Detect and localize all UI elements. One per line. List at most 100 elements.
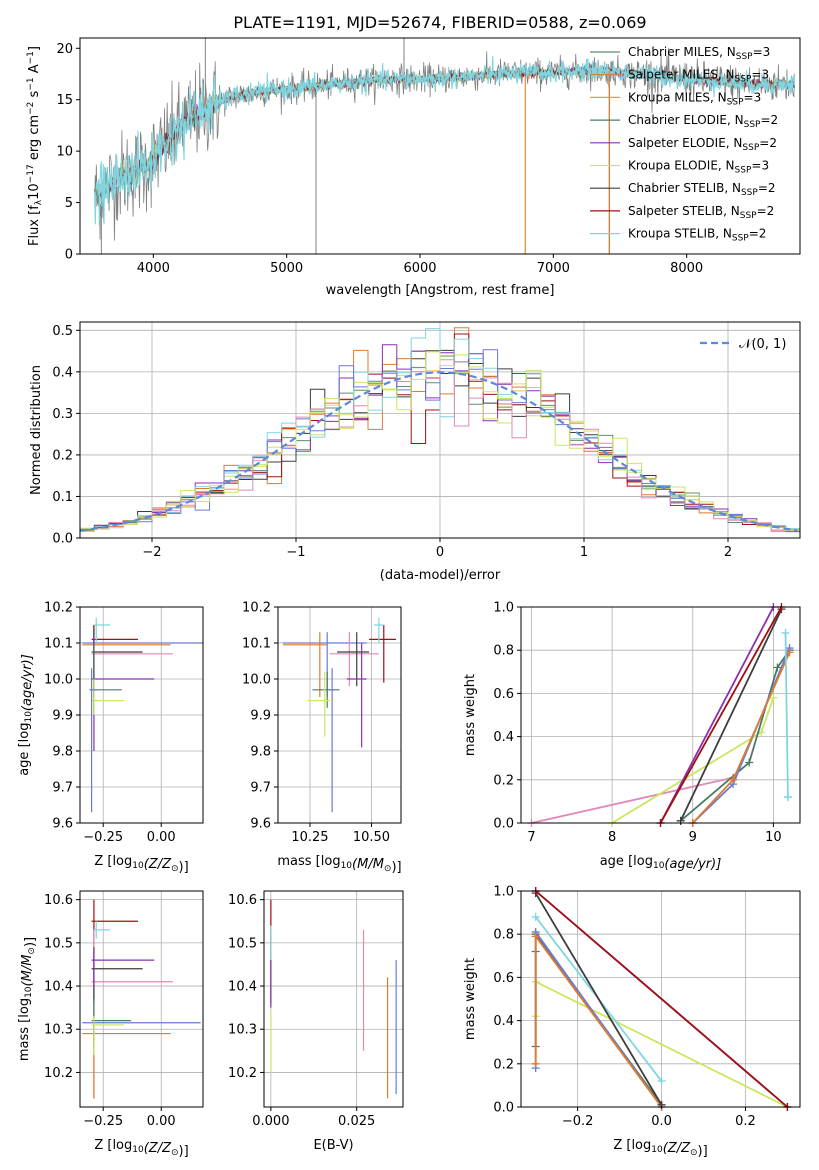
weight-marker <box>785 648 794 657</box>
x-tick-label: −2 <box>142 545 161 560</box>
x-tick-label: −0.25 <box>83 1114 123 1129</box>
axes-frame <box>520 890 801 1108</box>
y-tick-label: 10.6 <box>44 893 73 908</box>
y-tick-label: 10.2 <box>44 601 73 616</box>
x-tick-label: 8 <box>608 830 616 845</box>
y-tick-label: 9.6 <box>52 817 73 832</box>
x-tick-label: 8000 <box>670 261 703 276</box>
weight-marker <box>745 758 754 767</box>
y-tick-label: 10.2 <box>228 1066 257 1081</box>
y-tick-label: 0.8 <box>493 644 514 659</box>
x-tick-label: 7000 <box>537 261 570 276</box>
x-tick-label: 4000 <box>137 261 170 276</box>
x-tick-label: 6000 <box>403 261 436 276</box>
y-axis-label: Flux [fλ10−17 erg cm−2 s−1 A−1] <box>26 46 44 246</box>
axes-frame <box>79 606 204 824</box>
axes-frame <box>277 606 402 824</box>
legend-label: Salpeter ELODIE, NSSP=2 <box>628 136 777 153</box>
legend-label: Salpeter STELIB, NSSP=2 <box>628 204 774 221</box>
x-tick-label: 0.00 <box>147 1114 176 1129</box>
x-tick-label: 10.25 <box>291 830 328 845</box>
histogram-series <box>80 359 800 532</box>
y-tick-label: 0.2 <box>493 1057 514 1072</box>
histogram-series <box>80 351 800 532</box>
residual-histogram-panel: −2 −1 0 1 2 0.0 0.1 0.2 0.3 0.4 0.5 𝒩(0, 1) (data-mo… <box>29 321 801 583</box>
y-tick-label: 9.9 <box>250 709 271 724</box>
y-tick-label: 9.6 <box>250 817 271 832</box>
y-tick-label: 0.4 <box>493 730 514 745</box>
y-tick-label: 10.3 <box>44 1023 73 1038</box>
y-tick-label: 15 <box>56 93 73 108</box>
legend-label: Salpeter MILES, NSSP=3 <box>628 68 769 85</box>
x-tick-label: 2 <box>724 545 732 560</box>
weight-series-line <box>534 892 663 1106</box>
legend-label: Chabrier MILES, NSSP=3 <box>628 45 770 62</box>
y-tick-label: 0.8 <box>493 928 514 943</box>
y-tick-label: 10.5 <box>228 936 257 951</box>
weight-series-line <box>535 890 788 1108</box>
error-bars <box>82 899 201 1099</box>
x-tick-label: 0.025 <box>338 1114 375 1129</box>
legend-label: Chabrier ELODIE, NSSP=2 <box>628 113 778 130</box>
y-axis-label: mass weight <box>463 958 478 1040</box>
weight-marker <box>729 775 738 784</box>
y-tick-label: 1.0 <box>493 601 514 616</box>
x-tick-label: 9 <box>689 830 697 845</box>
figure-title: PLATE=1191, MJD=52674, FIBERID=0588, z=0… <box>233 13 646 32</box>
x-axis-label: mass [log10(M/M⊙)] <box>277 854 401 875</box>
y-tick-label: 10.4 <box>44 980 73 995</box>
mass-vs-extinction-panel: 0.000 0.025 10.2 10.3 10.4 10.5 10.6 E(B-V) <box>228 890 404 1153</box>
y-tick-label: 0.0 <box>493 817 514 832</box>
legend-label: Kroupa ELODIE, NSSP=3 <box>628 159 769 176</box>
x-tick-label: 0 <box>436 545 444 560</box>
weight-marker <box>781 628 790 637</box>
y-tick-label: 10.2 <box>44 1066 73 1081</box>
x-axis-label: Z [log10(Z/Z⊙)] <box>94 854 188 875</box>
weight-marker <box>531 1059 540 1068</box>
weight-series-line <box>680 649 791 822</box>
model-spectrum-kroupa-stelib <box>94 56 796 226</box>
weight-series-line <box>679 608 783 822</box>
y-tick-label: 9.8 <box>52 745 73 760</box>
weight-marker <box>531 912 540 921</box>
legend-label: 𝒩(0, 1) <box>739 337 786 352</box>
error-bars <box>270 899 397 1099</box>
x-tick-label: 0.0 <box>651 1114 672 1129</box>
x-tick-label: −1 <box>286 545 305 560</box>
weight-marker <box>783 793 792 802</box>
y-tick-label: 0.2 <box>52 448 73 463</box>
x-tick-label: 0.2 <box>735 1114 756 1129</box>
y-tick-label: 0.3 <box>52 407 73 422</box>
y-tick-label: 0.2 <box>493 773 514 788</box>
x-tick-label: 7 <box>527 830 535 845</box>
y-tick-label: 0.0 <box>493 1101 514 1116</box>
y-tick-label: 1.0 <box>493 885 514 900</box>
y-tick-label: 5 <box>65 196 73 211</box>
x-tick-label: −0.25 <box>83 830 123 845</box>
y-tick-label: 0.6 <box>493 971 514 986</box>
axes-frame <box>79 37 801 255</box>
y-axis-label: Normed distribution <box>29 365 44 495</box>
weight-marker <box>657 1077 666 1086</box>
y-tick-label: 10.5 <box>44 936 73 951</box>
y-tick-label: 10 <box>56 145 73 160</box>
weight-marker <box>773 663 782 672</box>
weight-marker <box>657 1100 666 1109</box>
x-tick-label: 1 <box>580 545 588 560</box>
spectrum-lines <box>94 38 796 254</box>
y-tick-label: 0.6 <box>493 687 514 702</box>
y-tick-label: 10.6 <box>228 893 257 908</box>
y-tick-label: 0.4 <box>52 365 73 380</box>
y-axis-label: mass weight <box>463 674 478 756</box>
x-axis-label: Z [log10(Z/Z⊙)] <box>613 1138 707 1159</box>
y-tick-label: 9.7 <box>52 781 73 796</box>
error-bars <box>82 617 203 813</box>
legend-label: Kroupa MILES, NSSP=3 <box>628 90 761 107</box>
histogram-steps <box>80 327 800 534</box>
normal-curve <box>80 371 798 532</box>
y-axis-label: mass [log10(M/M⊙)] <box>17 937 38 1061</box>
weight-marker <box>769 693 778 702</box>
weight-series-line <box>659 606 783 824</box>
axes-frame <box>263 890 404 1108</box>
